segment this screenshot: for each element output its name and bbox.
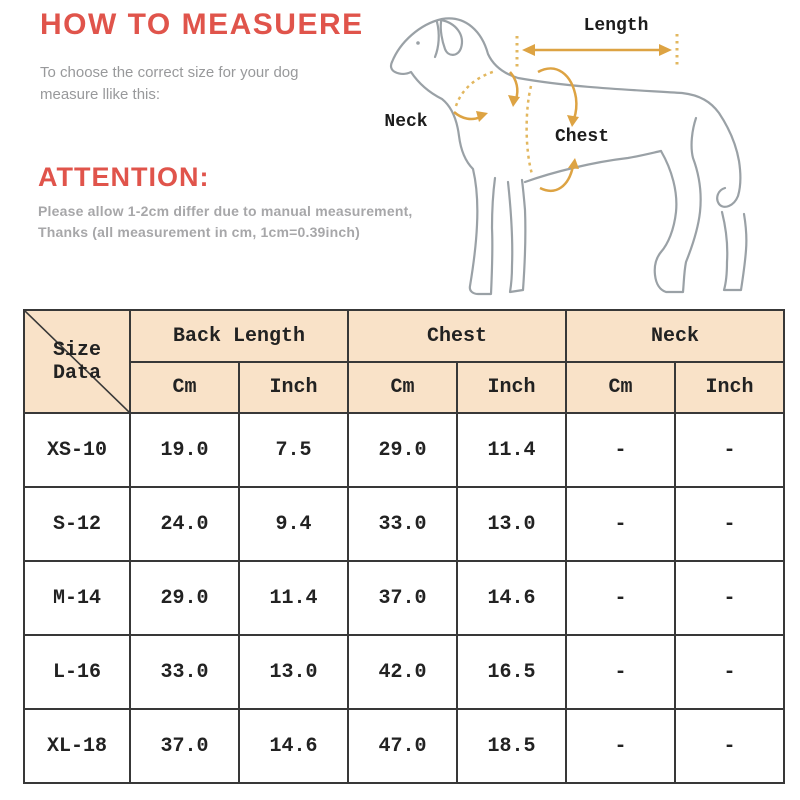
column-group-neck: Neck xyxy=(565,309,785,363)
chest-dotted-arc xyxy=(525,85,534,175)
chest-arrowhead-bottom-icon xyxy=(568,158,579,169)
value-cell: 11.4 xyxy=(238,560,349,636)
size-cell: XL-18 xyxy=(23,708,131,784)
value-cell: - xyxy=(565,708,676,784)
chest-arrow-top xyxy=(537,67,578,120)
size-table: Size Data Back Length Chest Neck Cm Inch… xyxy=(23,309,785,784)
subheader-neck-cm: Cm xyxy=(565,361,676,414)
neck-arrowhead-upper-icon xyxy=(508,95,520,107)
subheader-chest-cm: Cm xyxy=(347,361,458,414)
neck-dotted-arc xyxy=(454,69,497,107)
column-group-back-length: Back Length xyxy=(129,309,349,363)
attention-heading: ATTENTION: xyxy=(38,162,210,192)
value-cell: 37.0 xyxy=(129,708,240,784)
subheader-chest-inch: Inch xyxy=(456,361,567,414)
dog-outline xyxy=(389,17,748,296)
size-table-body: XS-10 19.0 7.5 29.0 11.4- - S-12 24.0 9.4 33.0 13.… xyxy=(23,412,785,784)
table-header-sub-row: Cm Inch Cm Inch Cm Inch xyxy=(24,361,785,414)
size-table-section: Size Data Back Length Chest Neck Cm Inch… xyxy=(23,309,785,784)
value-cell: 14.6 xyxy=(456,560,567,636)
neck-label: Neck xyxy=(384,112,427,132)
value-cell: - xyxy=(674,634,785,710)
value-cell: - xyxy=(565,560,676,636)
length-label: Length xyxy=(584,16,649,36)
diagonal-line-icon xyxy=(25,311,129,412)
value-cell: - xyxy=(674,412,785,488)
table-row: XS-10 19.0 7.5 29.0 11.4- - xyxy=(23,412,785,488)
value-cell: - xyxy=(674,486,785,562)
value-cell: - xyxy=(565,412,676,488)
value-cell: 18.5 xyxy=(456,708,567,784)
table-header-group-row: Size Data Back Length Chest Neck xyxy=(23,309,785,414)
value-cell: 11.4 xyxy=(456,412,567,488)
table-row: XL-18 37.0 14.6 47.0 18.5- - xyxy=(23,708,785,784)
value-cell: 29.0 xyxy=(347,412,458,488)
chest-arrowhead-top-icon xyxy=(567,115,579,127)
dog-eye xyxy=(416,41,420,45)
value-cell: 13.0 xyxy=(238,634,349,710)
value-cell: - xyxy=(674,708,785,784)
size-cell: XS-10 xyxy=(23,412,131,488)
measurement-annotations xyxy=(453,34,679,192)
value-cell: 14.6 xyxy=(238,708,349,784)
neck-arrow-lower xyxy=(453,111,481,121)
value-cell: 33.0 xyxy=(347,486,458,562)
length-arrowhead-right-icon xyxy=(659,44,672,56)
table-row: S-12 24.0 9.4 33.0 13.0- - xyxy=(23,486,785,562)
value-cell: 37.0 xyxy=(347,560,458,636)
value-cell: 29.0 xyxy=(129,560,240,636)
value-cell: 16.5 xyxy=(456,634,567,710)
neck-arrowhead-lower-icon xyxy=(476,111,488,122)
chest-label: Chest xyxy=(555,127,609,147)
page-title: HOW TO MEASUERE xyxy=(40,8,364,41)
attention-note-line1: Please allow 1-2cm differ due to manual … xyxy=(38,203,413,219)
size-cell: L-16 xyxy=(23,634,131,710)
dog-measurement-diagram: Length Neck Chest xyxy=(378,0,800,300)
intro-subtitle-line1: To choose the correct size for your dog xyxy=(40,64,299,81)
value-cell: - xyxy=(565,486,676,562)
subheader-back-length-cm: Cm xyxy=(129,361,240,414)
table-row: M-14 29.0 11.4 37.0 14.6- - xyxy=(23,560,785,636)
corner-header-label: Size Data xyxy=(52,338,101,385)
size-cell: S-12 xyxy=(23,486,131,562)
intro-subtitle: To choose the correct size for your dog … xyxy=(40,62,298,106)
intro-subtitle-line2: measure llike this: xyxy=(40,85,161,103)
value-cell: 19.0 xyxy=(129,412,240,488)
length-arrowhead-left-icon xyxy=(522,44,535,56)
value-cell: 13.0 xyxy=(456,486,567,562)
subheader-back-length-inch: Inch xyxy=(238,361,349,414)
value-cell: 7.5 xyxy=(238,412,349,488)
size-cell: M-14 xyxy=(23,560,131,636)
table-row: L-16 33.0 13.0 42.0 16.5- - xyxy=(23,634,785,710)
subheader-neck-inch: Inch xyxy=(674,361,785,414)
value-cell: 33.0 xyxy=(129,634,240,710)
chest-arrow-bottom xyxy=(539,165,575,192)
attention-note-line2: Thanks (all measurement in cm, 1cm=0.39i… xyxy=(38,224,360,240)
value-cell: 47.0 xyxy=(347,708,458,784)
value-cell: 24.0 xyxy=(129,486,240,562)
attention-note: Please allow 1-2cm differ due to manual … xyxy=(38,201,413,243)
corner-header-cell: Size Data xyxy=(23,309,131,414)
column-group-chest: Chest xyxy=(347,309,567,363)
value-cell: - xyxy=(565,634,676,710)
dog-diagram-svg: Length Neck Chest xyxy=(384,16,748,296)
value-cell: 9.4 xyxy=(238,486,349,562)
value-cell: 42.0 xyxy=(347,634,458,710)
value-cell: - xyxy=(674,560,785,636)
